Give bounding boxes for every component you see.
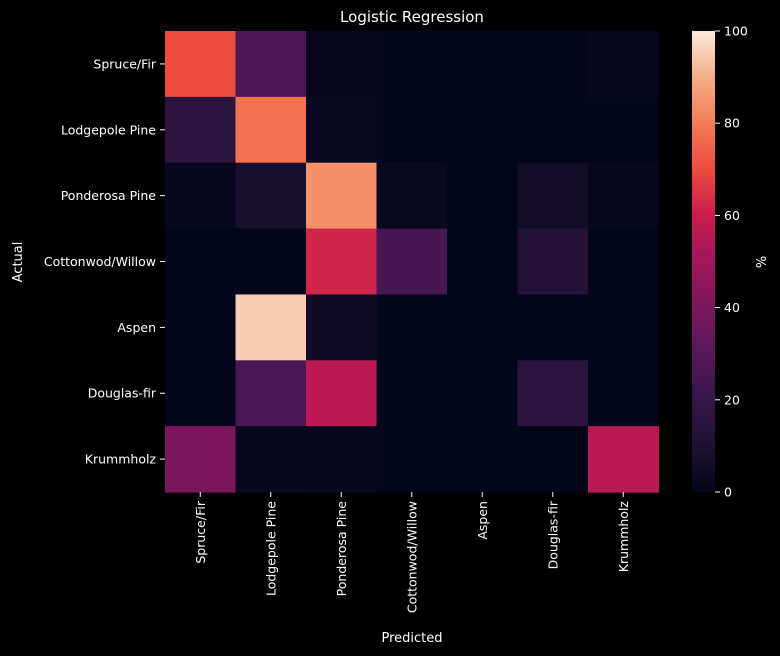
heatmap-cells xyxy=(165,31,660,493)
x-tick-label: Aspen xyxy=(475,501,490,540)
colorbar-ticks: 0 20 40 60 80 100 xyxy=(715,24,748,500)
heatmap-cell xyxy=(235,294,307,361)
heatmap-cell xyxy=(447,360,519,427)
heatmap-cell xyxy=(376,96,448,164)
heatmap-cell xyxy=(165,426,237,493)
heatmap-cell xyxy=(517,294,589,361)
y-tick-label: Spruce/Fir xyxy=(93,56,156,71)
y-tick-label: Lodgepole Pine xyxy=(61,122,156,137)
colorbar-tick-label: 60 xyxy=(724,208,740,223)
x-tick-labels: Spruce/Fir Lodgepole Pine Ponderosa Pine Co… xyxy=(193,492,631,613)
heatmap-cell xyxy=(447,228,519,296)
heatmap-cell xyxy=(588,426,660,493)
y-tick-label: Krummholz xyxy=(85,452,157,467)
heatmap-cell xyxy=(376,426,448,493)
heatmap-cell xyxy=(376,31,448,98)
y-axis-label: Actual xyxy=(11,242,26,283)
heatmap-cell xyxy=(517,96,589,164)
heatmap-cell xyxy=(306,426,378,493)
heatmap-cell xyxy=(517,228,589,296)
x-tick-label: Douglas-fir xyxy=(545,500,560,569)
heatmap-cell xyxy=(306,360,378,427)
heatmap-cell xyxy=(447,294,519,361)
heatmap-cell xyxy=(376,162,448,230)
chart-title: Logistic Regression xyxy=(340,8,484,26)
colorbar-tick-label: 0 xyxy=(724,485,732,500)
heatmap-cell xyxy=(235,360,307,427)
heatmap-cell xyxy=(165,360,237,427)
x-tick-label: Cottonwod/Willow xyxy=(404,501,419,613)
x-tick-label: Lodgepole Pine xyxy=(263,501,278,596)
heatmap-cell xyxy=(447,96,519,164)
heatmap-cell xyxy=(235,31,307,98)
heatmap-cell xyxy=(235,96,307,164)
heatmap-cell xyxy=(165,31,237,98)
heatmap-cell xyxy=(517,31,589,98)
heatmap-cell xyxy=(235,162,307,230)
colorbar-tick-label: 100 xyxy=(724,24,748,39)
heatmap-cell xyxy=(165,294,237,361)
heatmap-cell xyxy=(165,162,237,230)
heatmap-cell xyxy=(517,162,589,230)
heatmap-cell xyxy=(447,426,519,493)
heatmap-cell xyxy=(376,228,448,296)
colorbar-label: % xyxy=(755,256,770,268)
heatmap-cell xyxy=(235,426,307,493)
heatmap-cell xyxy=(447,31,519,98)
heatmap-cell xyxy=(165,228,237,296)
heatmap-cell xyxy=(306,31,378,98)
x-tick-label: Ponderosa Pine xyxy=(334,501,349,597)
heatmap-cell xyxy=(165,96,237,164)
heatmap-cell xyxy=(447,162,519,230)
heatmap-cell xyxy=(517,360,589,427)
heatmap-cell xyxy=(588,294,660,361)
heatmap-cell xyxy=(588,228,660,296)
heatmap-cell xyxy=(588,162,660,230)
x-tick-label: Krummholz xyxy=(616,501,631,573)
colorbar-tick-label: 40 xyxy=(724,300,740,315)
colorbar-tick-label: 20 xyxy=(724,392,740,407)
y-tick-label: Ponderosa Pine xyxy=(61,188,157,203)
heatmap-cell xyxy=(306,228,378,296)
heatmap-cell xyxy=(376,360,448,427)
heatmap-cell xyxy=(588,360,660,427)
heatmap-cell xyxy=(235,228,307,296)
x-tick-label: Spruce/Fir xyxy=(193,500,208,563)
colorbar xyxy=(692,31,715,492)
y-tick-label: Douglas-fir xyxy=(88,386,157,401)
heatmap-cell xyxy=(306,294,378,361)
heatmap-cell xyxy=(376,294,448,361)
heatmap-cell xyxy=(517,426,589,493)
colorbar-tick-label: 80 xyxy=(724,116,740,131)
y-tick-label: Cottonwod/Willow xyxy=(44,254,156,269)
heatmap-cell xyxy=(588,31,660,98)
heatmap-cell xyxy=(306,162,378,230)
heatmap-cell xyxy=(306,96,378,164)
heatmap-cell xyxy=(588,96,660,164)
y-tick-label: Aspen xyxy=(117,320,156,335)
x-axis-label: Predicted xyxy=(381,631,442,646)
y-tick-labels: Spruce/Fir Lodgepole Pine Ponderosa Pine Co… xyxy=(44,56,165,467)
